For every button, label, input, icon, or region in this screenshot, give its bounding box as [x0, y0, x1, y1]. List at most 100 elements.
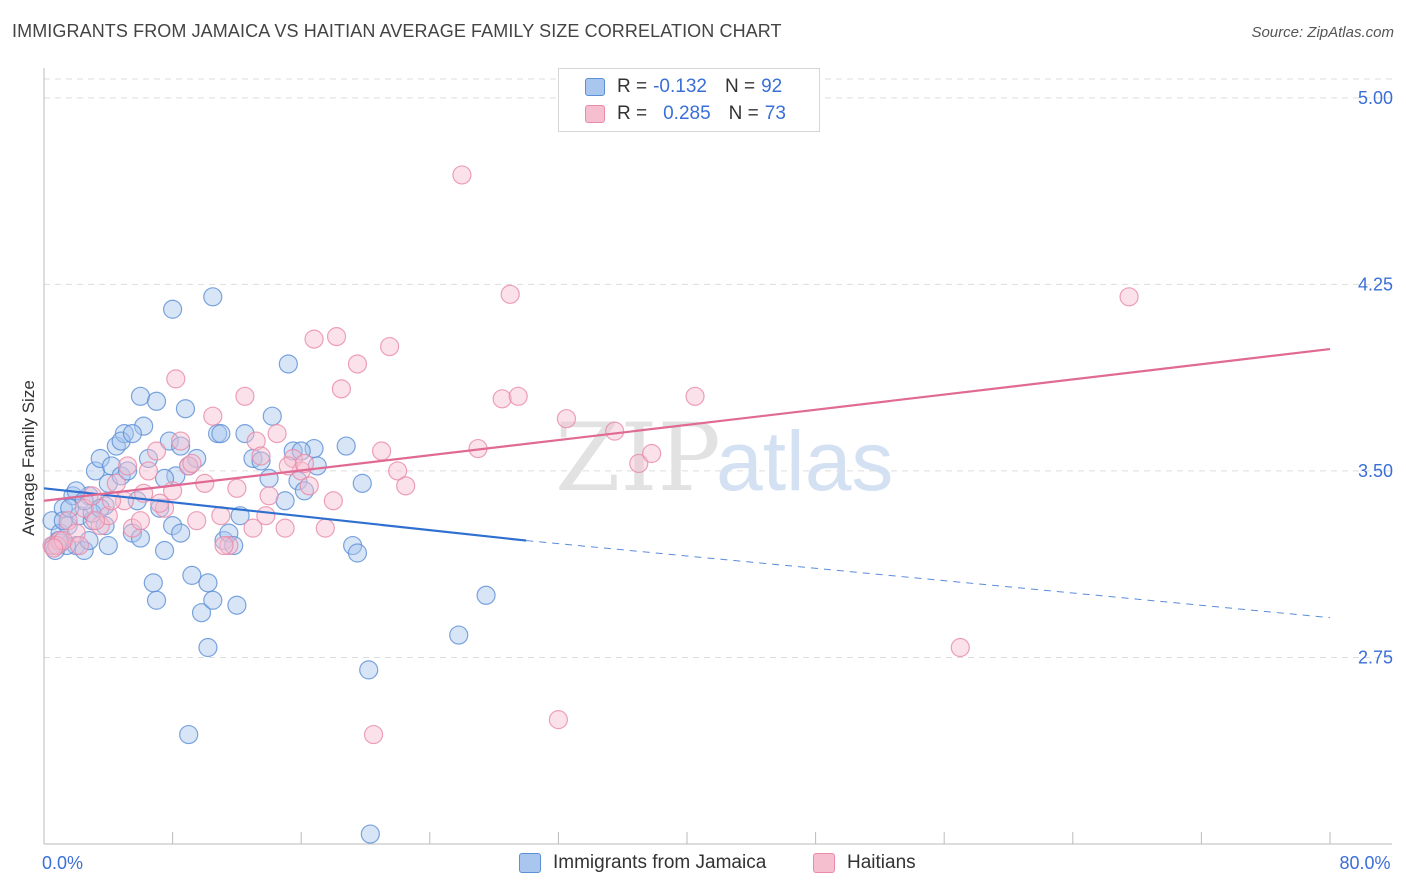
stats-legend: R = -0.132 N = 92 R = 0.285 N = 73: [558, 68, 820, 132]
haitian-point: [219, 535, 239, 556]
y-tick-label: 3.50: [1358, 461, 1393, 481]
watermark-zip: ZIP: [555, 404, 721, 513]
y-tick-label: 4.25: [1358, 274, 1393, 294]
y-tick-label: 5.00: [1358, 88, 1393, 108]
jamaica-point: [262, 406, 282, 426]
haitian-point: [138, 461, 159, 481]
jamaica-point: [146, 590, 167, 610]
jamaica-point: [122, 424, 143, 444]
haitian-point: [203, 406, 223, 426]
haitian-point: [69, 535, 89, 556]
jamaica-point: [191, 603, 212, 623]
haitian-point: [304, 329, 324, 349]
haitian-point: [251, 446, 271, 466]
watermark-atlas: atlas: [716, 414, 893, 508]
y-axis-label: Average Family Size: [19, 380, 38, 536]
jamaica-point: [171, 523, 191, 543]
jamaica-point: [347, 543, 368, 563]
haitian-point: [256, 506, 276, 526]
jamaica-point: [278, 354, 298, 374]
haitian-point: [950, 637, 970, 658]
haitian-point: [243, 518, 263, 538]
jamaica-point: [259, 468, 279, 488]
legend-r-label: R =: [617, 103, 648, 124]
haitian-point: [315, 518, 335, 538]
haitian-point: [211, 506, 231, 526]
jamaica-point: [235, 424, 255, 444]
haitian-point: [508, 386, 528, 406]
series-jamaica-points: [42, 287, 496, 844]
legend-r-value-jamaica: -0.132: [653, 76, 707, 97]
bottom-legend-label-jamaica: Immigrants from Jamaica: [553, 852, 767, 873]
haitian-point: [214, 535, 234, 556]
jamaica-point: [476, 585, 496, 605]
bottom-legend-jamaica: Immigrants from Jamaica: [519, 852, 766, 874]
legend-r-label: R =: [617, 76, 648, 97]
jamaica-point: [360, 824, 380, 844]
jamaica-point: [203, 590, 223, 610]
haitian-point: [605, 421, 625, 441]
bottom-legend-haitian: Haitians: [813, 852, 916, 874]
haitian-trend-line: [43, 347, 1331, 502]
haitian-point: [685, 386, 705, 406]
haitian-point: [500, 284, 520, 304]
haitian-point: [182, 453, 202, 474]
haitian-point: [179, 456, 199, 476]
jamaica-point: [117, 461, 138, 481]
jamaica-point: [291, 441, 311, 461]
haitian-point: [388, 461, 408, 481]
jamaica-point: [163, 299, 183, 319]
jamaica-point: [150, 498, 170, 518]
haitian-point: [235, 386, 255, 406]
jamaica-point: [90, 448, 110, 469]
haitian-point: [363, 724, 384, 745]
x-tick-label: 80.0%: [1339, 853, 1390, 873]
jamaica-point: [251, 451, 271, 471]
haitian-point: [326, 327, 347, 347]
haitian-point: [171, 431, 191, 451]
haitian-point: [85, 511, 106, 531]
haitian-point: [106, 473, 126, 493]
jamaica-trend-extension: [526, 540, 1331, 619]
source-label: Source: ZipAtlas.com: [1251, 24, 1394, 41]
jamaica-point: [283, 441, 303, 461]
haitian-point: [44, 538, 64, 558]
legend-n-label: N =: [728, 103, 759, 124]
legend-row-jamaica: R = -0.132 N = 92: [585, 74, 782, 100]
haitian-point: [275, 518, 295, 538]
legend-swatch-jamaica: [585, 78, 605, 96]
haitian-point: [146, 441, 167, 461]
haitian-point: [267, 424, 287, 444]
haitian-point: [556, 409, 577, 429]
axes: 2.75 3.50 4.25 5.00 0.0% 80.0%: [42, 68, 1393, 873]
jamaica-point: [336, 436, 356, 456]
jamaica-point: [227, 595, 247, 615]
haitian-point: [187, 511, 207, 531]
legend-n-label: N =: [724, 76, 756, 97]
chart-title: IMMIGRANTS FROM JAMAICA VS HAITIAN AVERA…: [12, 21, 782, 41]
haitian-point: [1119, 287, 1139, 307]
jamaica-trend-line: [43, 487, 527, 542]
haitian-point: [347, 354, 368, 374]
haitian-point: [294, 453, 315, 474]
haitian-point: [122, 518, 143, 538]
jamaica-point: [134, 416, 154, 436]
jamaica-point: [171, 436, 191, 456]
haitian-point: [227, 478, 247, 498]
jamaica-point: [143, 573, 163, 593]
legend-swatch-haitian: [585, 105, 605, 123]
jamaica-point: [230, 506, 250, 526]
jamaica-point: [352, 473, 372, 493]
jamaica-point: [179, 724, 199, 745]
jamaica-point: [175, 399, 196, 419]
haitian-point: [117, 456, 138, 476]
legend-n-value-haitian: 73: [764, 103, 786, 124]
jamaica-point: [449, 625, 469, 645]
haitian-point: [246, 431, 266, 451]
jamaica-point: [211, 424, 231, 444]
jamaica-point: [154, 540, 175, 561]
haitian-point: [47, 535, 67, 556]
jamaica-point: [203, 287, 223, 307]
legend-n-value-jamaica: 92: [761, 76, 783, 97]
